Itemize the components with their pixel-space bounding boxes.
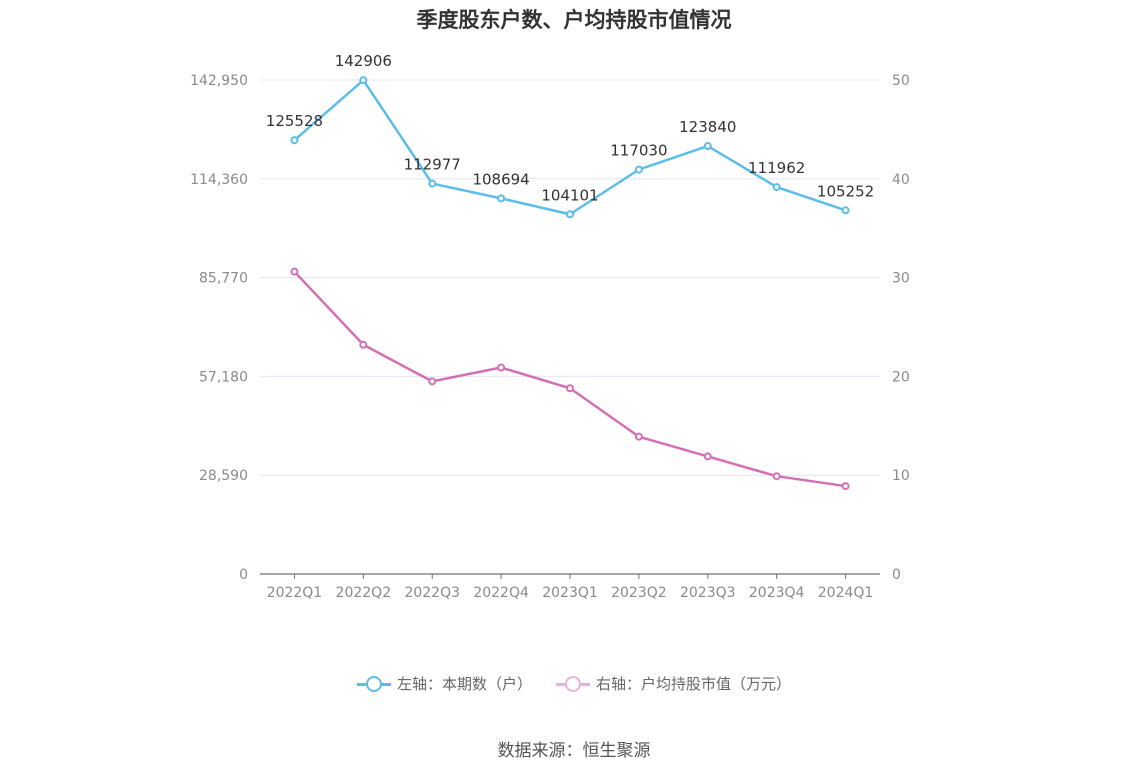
data-point-right: [428, 377, 437, 386]
data-label: 108694: [472, 170, 529, 188]
right-tick-label: 0: [892, 567, 901, 583]
data-point-left: [428, 179, 437, 188]
x-tick-label: 2022Q3: [404, 585, 460, 601]
left-tick-label: 0: [239, 567, 248, 583]
legend-swatch-right: [556, 674, 590, 694]
right-axis-ticks: 0 10 20 30 40 50: [892, 73, 910, 583]
right-tick-label: 10: [892, 468, 910, 484]
left-tick-label: 142,950: [190, 73, 248, 89]
left-tick-label: 114,360: [190, 172, 248, 188]
series-layer: [290, 76, 850, 491]
data-point-left: [772, 183, 781, 192]
data-point-left: [841, 206, 850, 215]
right-tick-label: 50: [892, 73, 910, 89]
left-tick-label: 57,180: [199, 369, 248, 385]
x-tick-label: 2023Q3: [680, 585, 736, 601]
data-point-left: [497, 194, 506, 203]
legend-item-left-series[interactable]: 左轴：本期数（户）: [356, 673, 532, 694]
series-line-right: [293, 270, 846, 488]
left-tick-label: 28,590: [199, 468, 248, 484]
data-point-left: [359, 76, 368, 85]
data-point-left: [634, 165, 643, 174]
data-point-right: [634, 432, 643, 441]
x-tick-label: 2023Q1: [542, 585, 598, 601]
legend-item-right-series[interactable]: 右轴：户均持股市值（万元）: [556, 673, 791, 694]
data-point-right: [703, 452, 712, 461]
data-point-right: [772, 472, 781, 481]
data-label: 111962: [748, 159, 805, 177]
data-point-right: [497, 363, 506, 372]
data-label: 125528: [266, 112, 323, 130]
grid-lines: [260, 79, 880, 476]
data-label: 112977: [404, 156, 461, 174]
x-tick-label: 2023Q4: [749, 585, 805, 601]
data-label: 142906: [335, 52, 392, 70]
left-axis-ticks: 0 28,590 57,180 85,770 114,360 142,950: [190, 73, 248, 583]
data-point-right: [290, 267, 299, 276]
data-label: 105252: [817, 182, 874, 200]
x-tick-label: 2022Q1: [267, 585, 323, 601]
x-tick-label: 2024Q1: [818, 585, 874, 601]
data-label: 117030: [610, 142, 667, 160]
legend-swatch-left: [356, 674, 391, 694]
right-tick-label: 20: [892, 369, 910, 385]
data-point-right: [566, 384, 574, 393]
left-tick-label: 85,770: [199, 271, 248, 287]
x-axis: 2022Q1 2022Q2 2022Q3 2022Q4 2023Q1 2023Q2 2023…: [260, 573, 880, 601]
data-point-left: [703, 142, 712, 151]
x-tick-label: 2022Q2: [336, 585, 392, 601]
legend-label-left: 左轴：本期数（户）: [396, 675, 532, 693]
data-point-right: [359, 340, 368, 349]
data-labels: 125528 142906 112977 108694 104101 117030 1238…: [266, 52, 874, 204]
data-label: 104101: [541, 186, 598, 204]
legend: 左轴：本期数（户） 右轴：户均持股市值（万元）: [0, 673, 1148, 694]
data-point-left: [566, 210, 574, 219]
right-tick-label: 40: [892, 172, 910, 188]
right-tick-label: 30: [892, 271, 910, 287]
x-tick-label: 2022Q4: [473, 585, 529, 601]
data-point-left: [290, 136, 299, 145]
data-point-right: [841, 482, 850, 491]
legend-label-right: 右轴：户均持股市值（万元）: [596, 675, 792, 693]
data-source: 数据来源：恒生聚源: [497, 741, 651, 761]
data-label: 123840: [679, 118, 736, 136]
chart-title: 季度股东户数、户均持股市值情况: [416, 8, 732, 32]
x-tick-label: 2023Q2: [611, 585, 667, 601]
